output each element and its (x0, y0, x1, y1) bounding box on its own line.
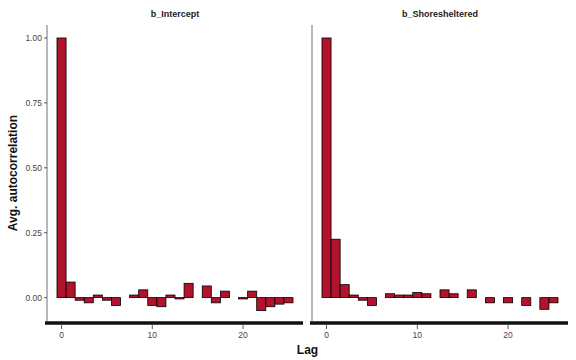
bar (485, 298, 494, 303)
bar (422, 294, 431, 298)
bar (175, 298, 184, 299)
x-tick (417, 325, 418, 329)
x-tick (243, 325, 244, 329)
bar (130, 295, 139, 298)
bar (139, 290, 148, 298)
x-tick-label: 20 (238, 330, 248, 340)
bar (166, 295, 175, 298)
bar (93, 295, 102, 298)
bar (220, 291, 229, 297)
bar (148, 298, 157, 306)
y-tick-label: 0.00 (25, 293, 42, 303)
facet-title: b_Shoresheltered (402, 9, 478, 19)
x-axis-line (45, 321, 303, 325)
bar (395, 295, 404, 298)
bar (84, 298, 93, 303)
bar (386, 294, 395, 298)
bar (229, 297, 238, 298)
x-axis-label: Lag (297, 343, 318, 357)
bar (540, 298, 549, 310)
chart: b_Intercept 0 10 20 0.00 0.25 0.50 0.75 1.00 Lag A… (0, 0, 576, 360)
bar (57, 38, 66, 298)
x-tick (326, 325, 327, 329)
y-tick (44, 297, 47, 298)
bar (239, 298, 248, 299)
x-tick (508, 325, 509, 329)
y-tick-label: 0.50 (25, 163, 42, 173)
bars (322, 38, 558, 309)
bar (102, 298, 111, 301)
bar (376, 297, 385, 298)
facet-title: b_Intercept (151, 9, 200, 19)
bar (331, 239, 340, 297)
x-tick (61, 325, 62, 329)
y-axis-line (47, 25, 48, 321)
bar (66, 282, 75, 298)
bar (494, 297, 503, 298)
bar (531, 297, 540, 298)
bar (504, 298, 513, 303)
bar (266, 298, 275, 307)
bar (257, 298, 266, 311)
bar (184, 283, 193, 297)
bar (476, 297, 485, 298)
bar (193, 297, 202, 298)
bar (458, 297, 467, 298)
bar (440, 290, 449, 298)
y-tick-label: 1.00 (25, 33, 42, 43)
bar (275, 298, 284, 304)
y-tick (44, 102, 47, 103)
y-tick (44, 232, 47, 233)
y-tick (44, 37, 47, 38)
x-tick (152, 325, 153, 329)
bar (121, 297, 130, 298)
y-tick-label: 0.75 (25, 98, 42, 108)
x-axis-line (310, 321, 568, 325)
bar (248, 291, 257, 297)
bars (57, 38, 293, 311)
bar (157, 298, 166, 307)
y-axis-line (312, 25, 313, 321)
bar (467, 290, 476, 298)
x-tick-label: 20 (503, 330, 513, 340)
bar (367, 298, 376, 306)
x-tick-label: 0 (59, 330, 64, 340)
bar (340, 285, 349, 298)
bar (322, 38, 331, 298)
bar (284, 298, 293, 303)
y-axis-label: Avg. autocorrelation (6, 115, 20, 231)
bar (513, 297, 522, 298)
bar (522, 298, 531, 306)
x-tick-label: 10 (148, 330, 158, 340)
bar (431, 297, 440, 298)
bar (549, 298, 558, 303)
bar (358, 298, 367, 301)
bar (413, 292, 422, 297)
y-tick-label: 0.25 (25, 228, 42, 238)
bar (75, 298, 84, 301)
bar (111, 298, 120, 306)
x-tick-label: 0 (324, 330, 329, 340)
bar (211, 298, 220, 303)
bar (349, 295, 358, 298)
y-tick (44, 167, 47, 168)
x-tick-label: 10 (413, 330, 423, 340)
bar (404, 295, 413, 298)
bar (449, 294, 458, 298)
bar (202, 286, 211, 298)
